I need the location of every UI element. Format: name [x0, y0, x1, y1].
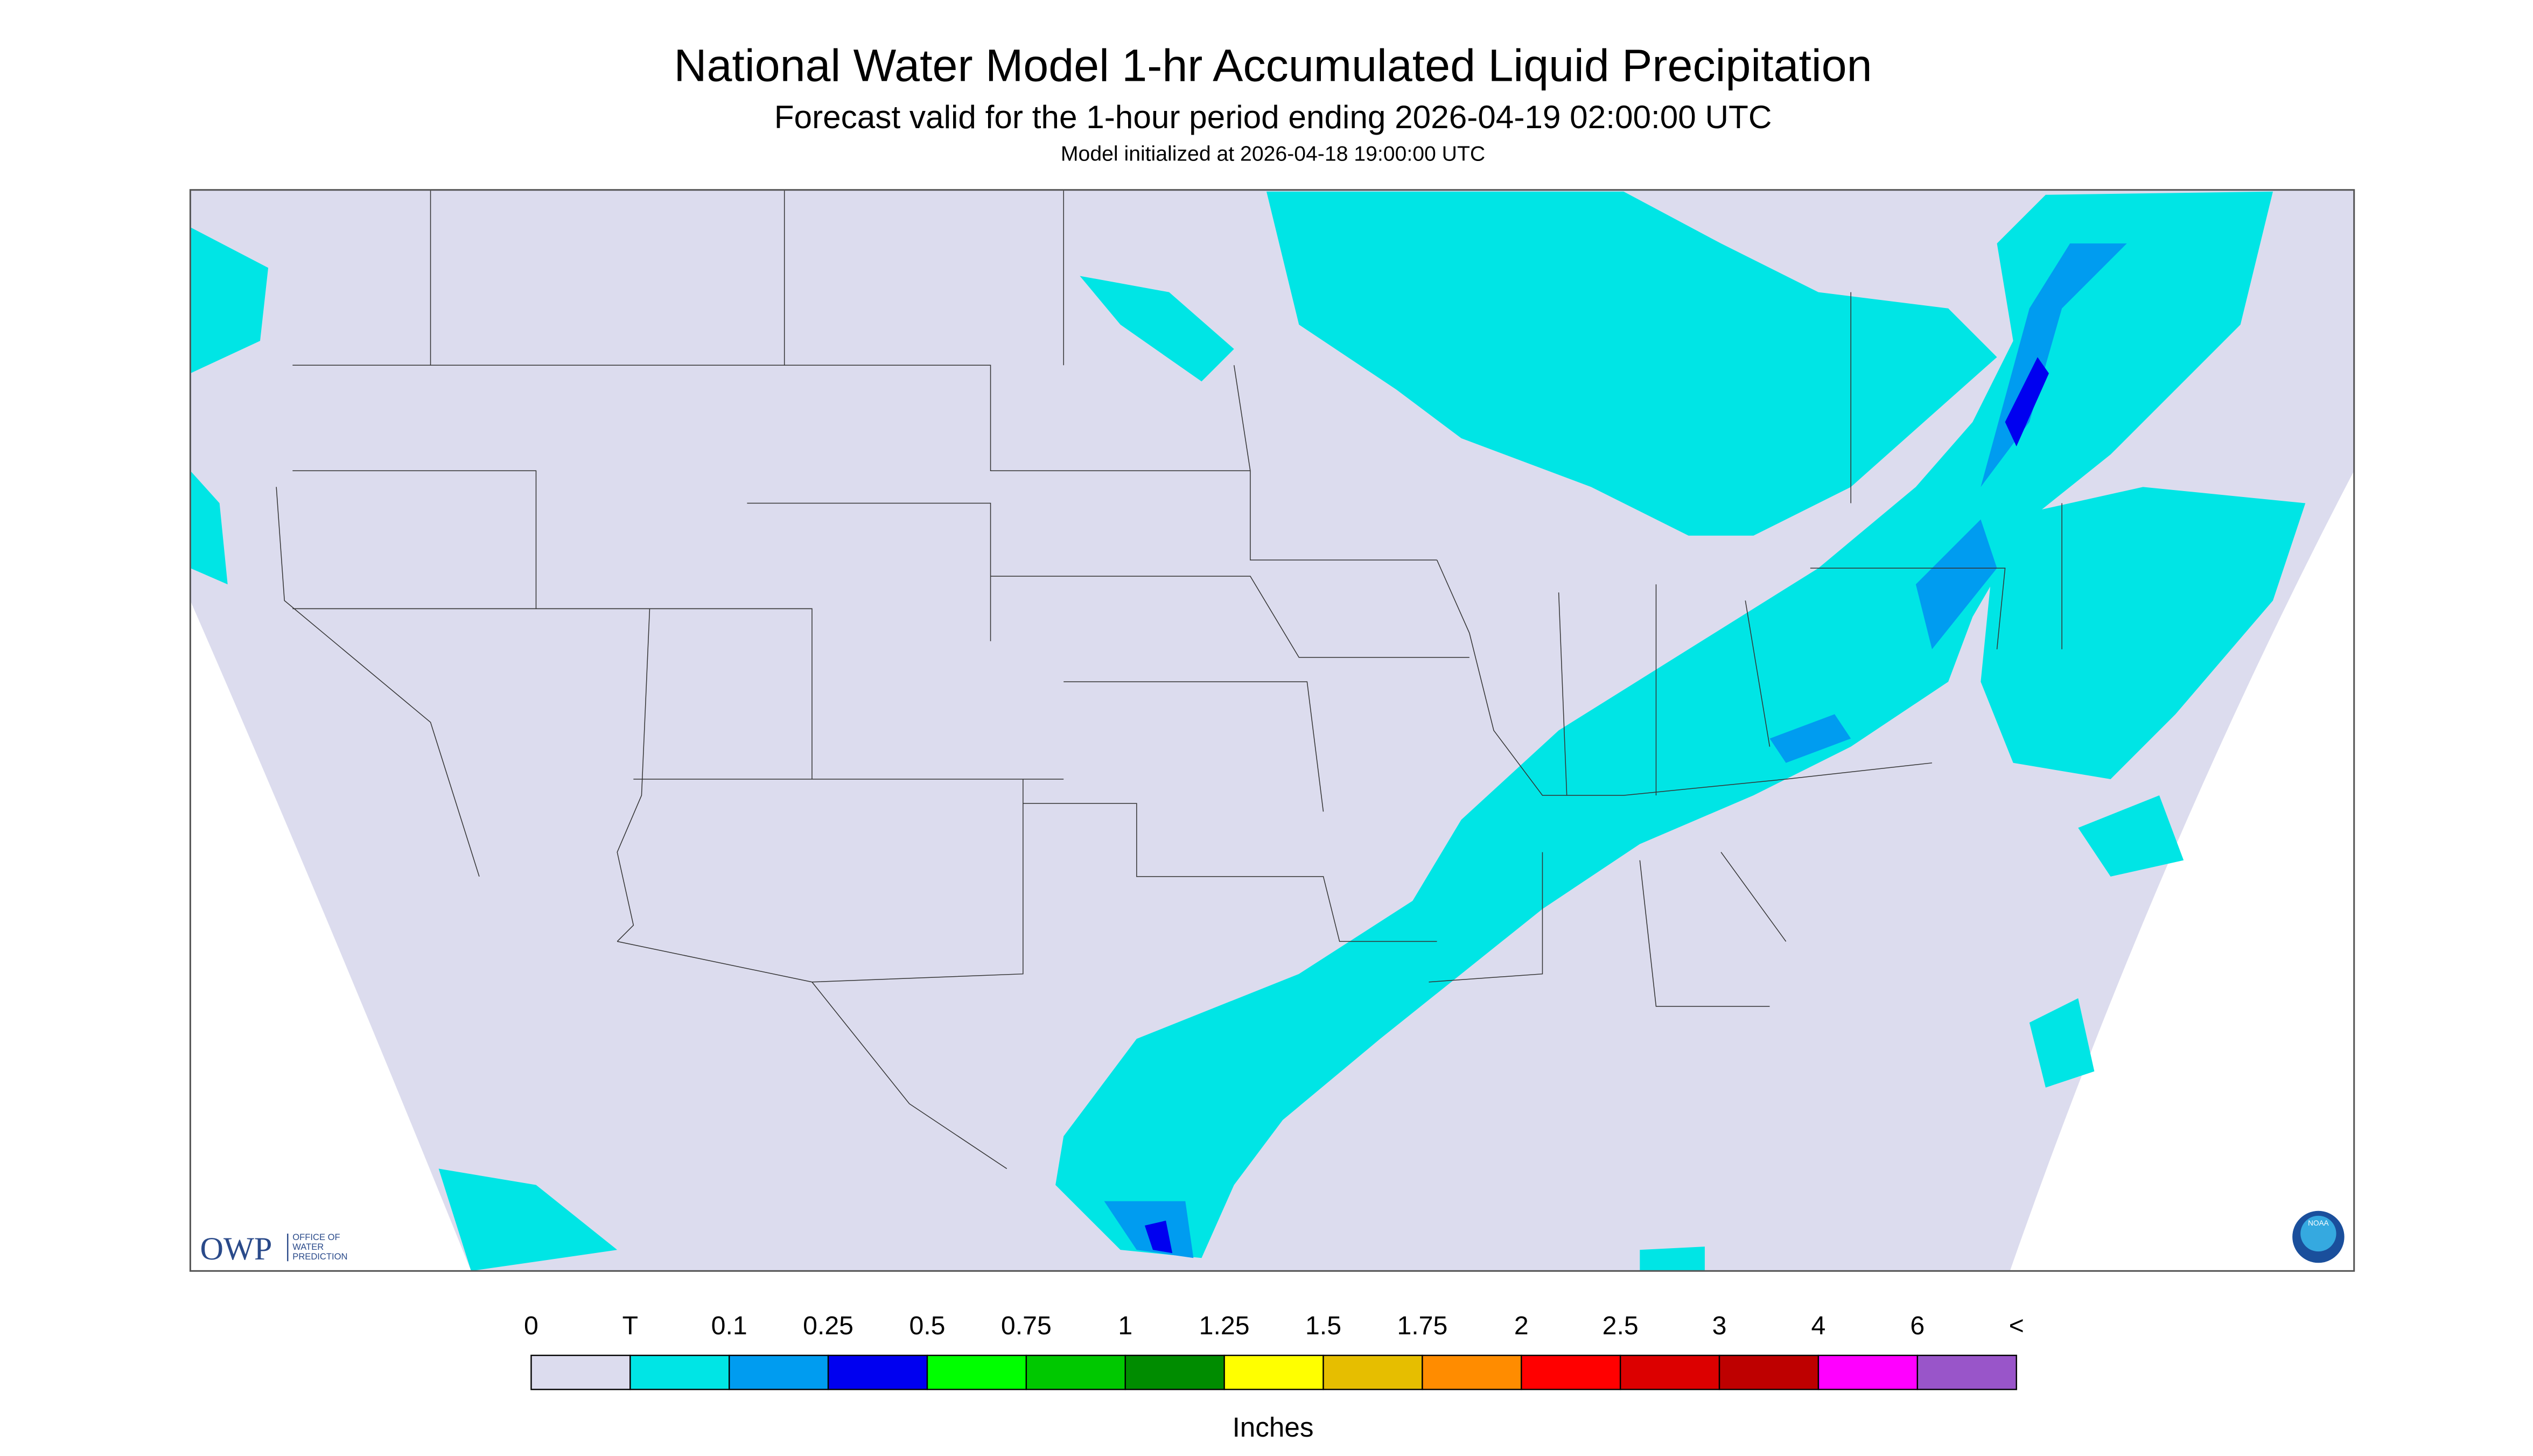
precip-area	[438, 1168, 618, 1271]
legend-swatch	[1323, 1354, 1423, 1390]
legend-label: 1.25	[1199, 1311, 1250, 1340]
owp-logo-line: WATER	[292, 1242, 324, 1252]
map-edge	[2010, 471, 2354, 1271]
state-borders	[276, 190, 2062, 1170]
precip-trace	[190, 191, 2306, 1271]
owp-logo-line: PREDICTION	[292, 1251, 347, 1262]
legend-label: 1.5	[1305, 1311, 1341, 1340]
legend-swatch	[1124, 1354, 1225, 1390]
noaa-logo-inner	[2300, 1215, 2336, 1252]
precip-area	[190, 227, 269, 374]
precip-area	[1080, 276, 1234, 382]
legend-label: <	[2009, 1311, 2024, 1340]
legend-swatch	[1817, 1354, 1919, 1390]
legend-swatch	[530, 1354, 631, 1390]
legend-label: 0.1	[711, 1311, 747, 1340]
legend-label: 0.75	[1001, 1311, 1052, 1340]
legend: 0 T 0.1 0.25 0.5 0.75 1 1.25 1.5 1.75 2 2.5 3 4 6 <	[524, 1311, 2024, 1390]
legend-label: 0	[524, 1311, 538, 1340]
map: OWP NOAA	[189, 189, 2355, 1272]
owp-logo-line: OFFICE OF	[292, 1232, 340, 1242]
legend-label: 0.25	[803, 1311, 853, 1340]
subtitle: Forecast valid for the 1-hour period end…	[774, 99, 1772, 135]
precip-area	[1769, 714, 1851, 763]
map-frame	[189, 189, 2355, 1272]
precip-area	[2029, 998, 2095, 1088]
legend-swatch	[1422, 1354, 1522, 1390]
precip-band	[1055, 191, 2273, 1258]
borders	[276, 190, 2062, 1170]
precip-area	[2005, 357, 2049, 446]
precip-area	[2078, 795, 2184, 877]
precip-area	[190, 471, 228, 585]
legend-label: 1	[1118, 1311, 1132, 1340]
precip-area	[1640, 1247, 1705, 1271]
legend-swatch	[1916, 1354, 2017, 1390]
legend-label: 4	[1811, 1311, 1826, 1340]
legend-swatch	[1025, 1354, 1126, 1390]
legend-label: 0.5	[909, 1311, 945, 1340]
noaa-logo-text: NOAA	[2308, 1219, 2329, 1227]
legend-label: 2.5	[1603, 1311, 1639, 1340]
legend-unit: Inches	[1233, 1412, 1314, 1443]
map-edge	[190, 600, 471, 1271]
legend-label: 1.75	[1397, 1311, 1447, 1340]
legend-label: T	[622, 1311, 638, 1340]
legend-swatch	[629, 1354, 730, 1390]
legend-swatch	[1223, 1354, 1324, 1390]
legend-label: 3	[1712, 1311, 1727, 1340]
legend-label: 6	[1910, 1311, 1925, 1340]
legend-swatch	[1521, 1354, 1621, 1390]
legend-swatch	[728, 1354, 829, 1390]
owp-logo: OWP	[200, 1231, 272, 1267]
legend-swatch	[1619, 1354, 1720, 1390]
title: National Water Model 1-hr Accumulated Li…	[674, 40, 1872, 91]
precip-moderate	[1144, 357, 2049, 1254]
precip-area	[1266, 191, 1997, 536]
init-time: Model initialized at 2026-04-18 19:00:00…	[1061, 142, 1485, 165]
legend-label: 2	[1514, 1311, 1529, 1340]
precip-area	[1915, 519, 1997, 649]
precip-area	[1144, 1220, 1173, 1254]
legend-swatch	[827, 1354, 928, 1390]
legend-swatch	[1718, 1354, 1820, 1390]
legend-swatch	[926, 1354, 1027, 1390]
